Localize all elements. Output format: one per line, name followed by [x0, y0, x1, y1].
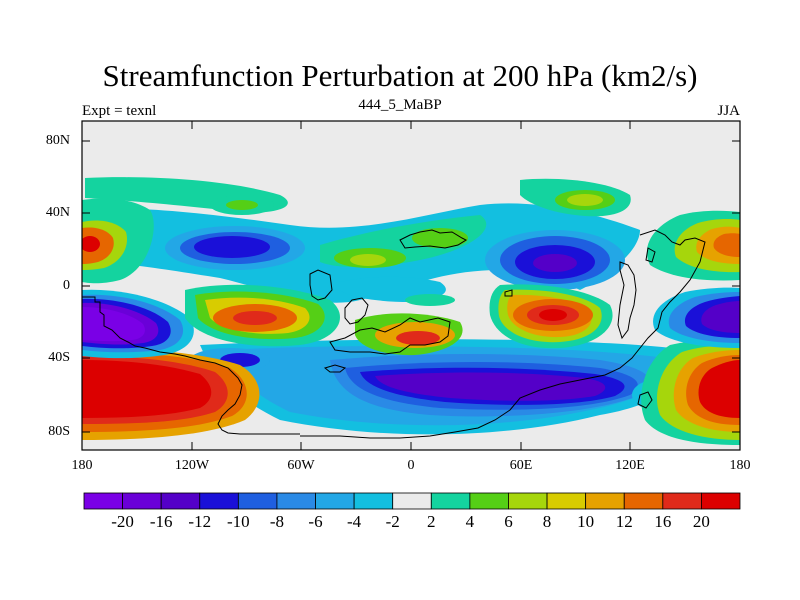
lat-label: 80N	[45, 133, 70, 148]
colorbar-label: -12	[188, 512, 212, 531]
colorbar	[83, 492, 741, 510]
high-nh-band	[82, 177, 740, 284]
colorbar-swatch	[353, 492, 394, 510]
lon-label: 180	[71, 458, 93, 473]
colorbar-label: -20	[111, 512, 134, 531]
season-label: JJA	[717, 103, 740, 119]
colorbar-swatch	[199, 492, 239, 510]
colorbar-label: 6	[504, 512, 513, 531]
contour-field	[82, 177, 740, 445]
colorbar-label: 4	[465, 512, 475, 531]
colorbar-swatch	[122, 492, 162, 510]
plot-title: Streamfunction Perturbation at 200 hPa (…	[102, 58, 698, 93]
experiment-label: Expt = texnl	[82, 103, 157, 119]
lat-label: 40N	[45, 205, 70, 220]
colorbar-swatch	[623, 492, 664, 510]
run-id-label: 444_5_MaBP	[358, 97, 442, 113]
lon-label: 60W	[287, 458, 315, 473]
lat-label: 0	[63, 278, 70, 293]
lat-label: 40S	[48, 350, 70, 365]
lon-label: 60E	[509, 458, 533, 473]
colorbar-swatch	[237, 492, 278, 510]
colorbar-swatch	[662, 492, 702, 510]
colorbar-label: 8	[542, 512, 552, 531]
colorbar-swatch	[430, 492, 471, 510]
colorbar-swatch	[160, 492, 201, 510]
colorbar-swatch	[469, 492, 509, 510]
colorbar-label: 20	[692, 512, 710, 531]
colorbar-swatch	[83, 492, 123, 510]
axis-ticks	[82, 121, 740, 450]
coastlines	[82, 229, 706, 439]
lon-label: 0	[407, 458, 415, 473]
colorbar-label: 2	[427, 512, 436, 531]
colorbar-swatch	[315, 492, 355, 510]
colorbar-swatch	[546, 492, 587, 510]
colorbar-swatch	[508, 492, 548, 510]
lon-label: 120W	[174, 458, 210, 473]
colorbar-swatch	[392, 492, 432, 510]
high-south-east	[641, 340, 740, 445]
colorbar-label: -6	[308, 512, 323, 531]
colorbar-label: -4	[347, 512, 362, 531]
high-south-west	[82, 348, 260, 440]
colorbar-label: 16	[654, 512, 672, 531]
colorbar-label: 12	[615, 512, 633, 531]
colorbar-swatch	[585, 492, 625, 510]
colorbar-swatch	[701, 492, 741, 510]
colorbar-swatch	[276, 492, 316, 510]
colorbar-label: 10	[577, 512, 595, 531]
lon-label: 120E	[615, 458, 645, 473]
colorbar-label: -10	[227, 512, 250, 531]
colorbar-label: -16	[149, 512, 173, 531]
lon-label: 180	[729, 458, 751, 473]
colorbar-label: -2	[385, 512, 400, 531]
lat-label: 80S	[48, 424, 70, 439]
low-west-tropics	[82, 289, 194, 359]
high-tropics	[185, 276, 613, 356]
low-east-tropics	[653, 287, 740, 348]
colorbar-label: -8	[269, 512, 285, 531]
